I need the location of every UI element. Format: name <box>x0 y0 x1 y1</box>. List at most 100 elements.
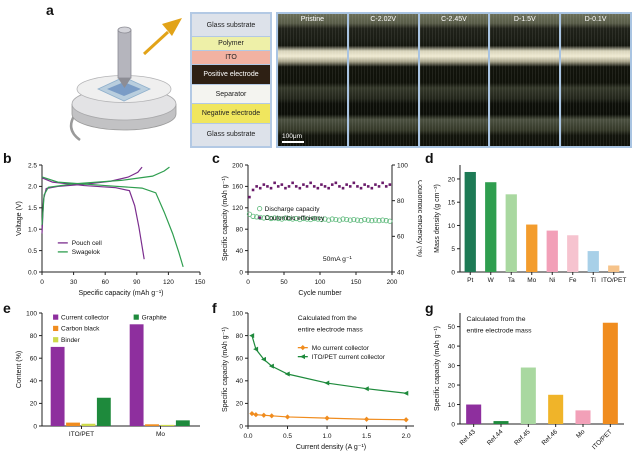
chart-mass-density: 0 5 10 15 20 Mass density (g cm⁻³) Pt W Ta Mo Ni Fe… <box>430 158 632 298</box>
svg-text:Mo: Mo <box>156 431 165 438</box>
svg-text:Specific capacity (mAh g⁻¹): Specific capacity (mAh g⁻¹) <box>79 290 164 297</box>
svg-text:Mo: Mo <box>575 428 587 440</box>
svg-text:2.0: 2.0 <box>402 433 411 440</box>
svg-text:40: 40 <box>236 378 244 385</box>
svg-text:150: 150 <box>351 279 362 286</box>
svg-text:ITO/PET: ITO/PET <box>601 277 626 284</box>
svg-text:0.0: 0.0 <box>28 269 37 276</box>
svg-text:entire electrode mass: entire electrode mass <box>467 327 533 334</box>
stack-layer: Negative electrode <box>192 104 270 123</box>
svg-text:Ta: Ta <box>508 277 515 284</box>
chart-voltage-profiles: 0.0 0.5 1.0 1.5 2.0 2.5 Voltage (V) 0 30 60 90 120 1… <box>12 158 208 298</box>
svg-text:Binder: Binder <box>61 337 81 344</box>
cell-schematic <box>58 8 188 150</box>
svg-text:50: 50 <box>448 324 456 331</box>
svg-text:60: 60 <box>102 279 110 286</box>
svg-text:Pt: Pt <box>467 277 473 284</box>
svg-text:160: 160 <box>232 184 243 191</box>
svg-text:20: 20 <box>30 401 38 408</box>
light-arrow-icon <box>142 30 170 56</box>
svg-text:Ref.43: Ref.43 <box>459 428 478 447</box>
micrograph-strip: Pristine 100μm C-2.02V C-2.45V D-1.5V D-0.1V <box>276 12 632 148</box>
svg-text:Cycle number: Cycle number <box>298 290 342 297</box>
scale-bar: 100μm <box>282 133 304 144</box>
svg-text:1.0: 1.0 <box>28 227 37 234</box>
svg-text:100: 100 <box>232 310 243 317</box>
svg-text:Coulombic efficiency: Coulombic efficiency <box>265 215 325 222</box>
panel-label-b: b <box>3 150 12 166</box>
svg-text:Ref.44: Ref.44 <box>486 428 505 447</box>
svg-text:Calculated from the: Calculated from the <box>467 316 526 323</box>
svg-text:150: 150 <box>195 279 206 286</box>
chart-rate-capability: 0 20 40 60 80 100 Specific capacity (mAh g⁻¹) 0… <box>218 306 422 452</box>
svg-text:ITO/PET: ITO/PET <box>591 428 614 451</box>
svg-text:Current collector: Current collector <box>61 314 110 321</box>
svg-text:100: 100 <box>315 279 326 286</box>
svg-text:0: 0 <box>451 269 455 276</box>
svg-text:200: 200 <box>232 162 243 169</box>
svg-text:0.5: 0.5 <box>283 433 292 440</box>
svg-text:0: 0 <box>451 421 455 428</box>
svg-text:Coulombic efficiency (%): Coulombic efficiency (%) <box>416 180 422 257</box>
svg-text:10: 10 <box>448 402 456 409</box>
svg-text:0.0: 0.0 <box>243 433 252 440</box>
svg-text:0: 0 <box>246 279 250 286</box>
micrograph-label: D-1.5V <box>513 16 536 23</box>
micrograph-label: D-0.1V <box>584 16 607 23</box>
sample-window-icon <box>107 82 141 96</box>
svg-text:ITO/PET current collector: ITO/PET current collector <box>312 354 386 361</box>
svg-text:10: 10 <box>448 223 456 230</box>
svg-text:Mo: Mo <box>527 277 536 284</box>
svg-text:Swagelok: Swagelok <box>72 249 101 256</box>
stack-layer: ITO <box>192 51 270 65</box>
svg-text:50: 50 <box>280 279 288 286</box>
svg-text:Specific capacity (mAh g⁻¹): Specific capacity (mAh g⁻¹) <box>434 326 441 411</box>
svg-text:40: 40 <box>448 343 456 350</box>
svg-text:50mA g⁻¹: 50mA g⁻¹ <box>323 256 353 263</box>
svg-text:Pouch cell: Pouch cell <box>72 240 103 247</box>
svg-text:ITO/PET: ITO/PET <box>69 431 94 438</box>
chart-reference-comparison: 0 10 20 30 40 50 Specific capacity (mAh g⁻¹) Re… <box>430 306 632 452</box>
svg-text:80: 80 <box>236 227 244 234</box>
plunger-icon <box>117 29 132 79</box>
micrograph: C-2.45V <box>419 14 489 146</box>
svg-text:0.5: 0.5 <box>28 248 37 255</box>
svg-text:20: 20 <box>448 382 456 389</box>
svg-text:5: 5 <box>451 246 455 253</box>
svg-text:1.5: 1.5 <box>28 205 37 212</box>
stack-layer: Positive electrode <box>192 65 270 84</box>
svg-text:Ni: Ni <box>549 277 555 284</box>
svg-text:0: 0 <box>33 423 37 430</box>
panel-label-a: a <box>46 2 54 18</box>
svg-text:2.0: 2.0 <box>28 184 37 191</box>
micrograph: Pristine 100μm <box>278 14 347 146</box>
svg-text:W: W <box>488 277 495 284</box>
svg-text:100: 100 <box>26 310 37 317</box>
svg-text:Current density (A g⁻¹): Current density (A g⁻¹) <box>296 444 366 451</box>
device-stack: Glass substrate Polymer ITO Positive electr… <box>190 12 272 148</box>
svg-text:Ref.45: Ref.45 <box>513 428 532 447</box>
svg-text:Mass density (g cm⁻³): Mass density (g cm⁻³) <box>434 184 441 253</box>
svg-text:120: 120 <box>232 205 243 212</box>
svg-text:1.5: 1.5 <box>362 433 371 440</box>
panel-label-d: d <box>425 150 434 166</box>
svg-text:Ref.46: Ref.46 <box>541 428 560 447</box>
svg-text:30: 30 <box>448 363 456 370</box>
tube-icon <box>69 115 81 142</box>
svg-text:80: 80 <box>397 198 405 205</box>
svg-text:20: 20 <box>448 176 456 183</box>
svg-text:100: 100 <box>397 162 408 169</box>
chart-cycling-stability: 0 40 80 120 160 200 Specific capacity (mAh g⁻¹… <box>218 158 423 298</box>
svg-text:60: 60 <box>30 356 38 363</box>
svg-text:90: 90 <box>133 279 141 286</box>
stack-layer: Glass substrate <box>192 14 270 37</box>
stack-layer: Separator <box>192 84 270 104</box>
svg-text:Carbon black: Carbon black <box>61 326 100 333</box>
micrograph: D-0.1V <box>561 14 630 146</box>
svg-text:Voltage (V): Voltage (V) <box>16 201 23 236</box>
micrograph: D-1.5V <box>490 14 560 146</box>
micrograph-label: C-2.02V <box>370 16 397 23</box>
svg-text:40: 40 <box>236 248 244 255</box>
svg-text:Calculated from the: Calculated from the <box>298 315 357 322</box>
